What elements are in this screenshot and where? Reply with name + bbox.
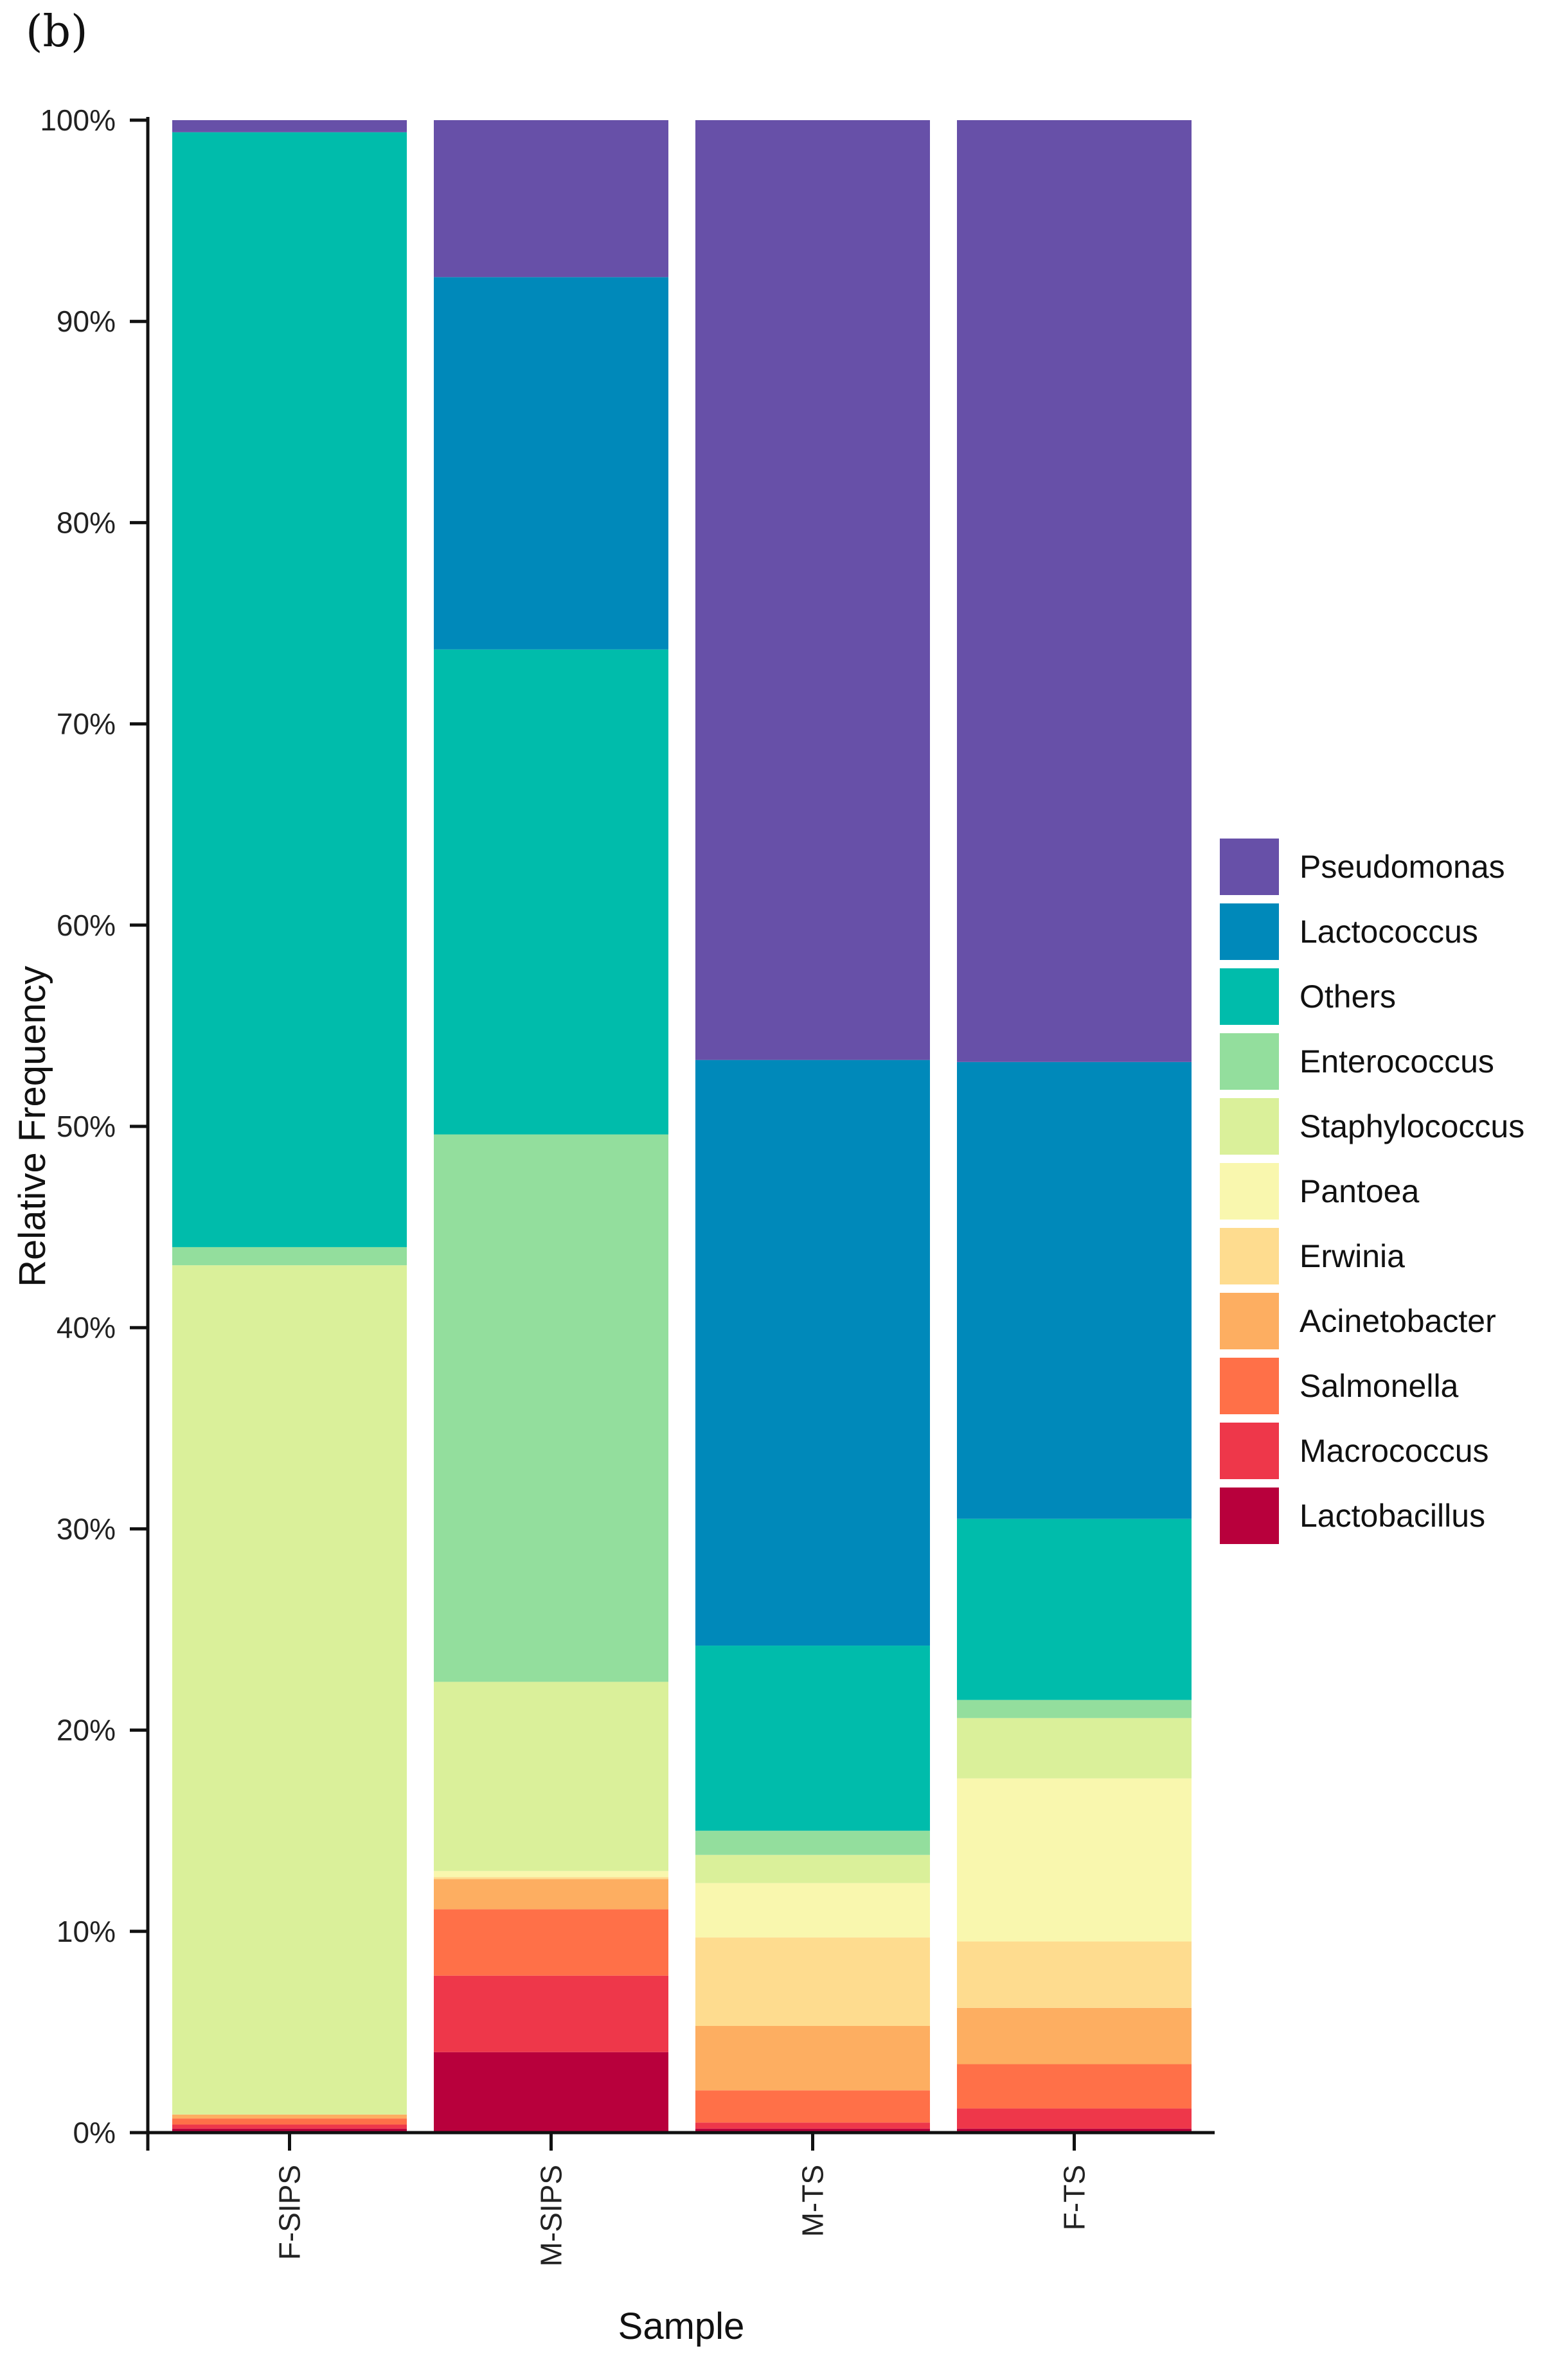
bar-segment-f-ts-enterococcus — [957, 1700, 1192, 1718]
bar-segment-m-sips-macrococcus — [434, 1975, 668, 2052]
bar-segment-f-ts-erwinia — [957, 1941, 1192, 2008]
legend-label-pantoea: Pantoea — [1299, 1173, 1419, 1209]
y-tick-label: 80% — [57, 506, 116, 539]
legend-swatch-others — [1220, 968, 1279, 1025]
legend-label-enterococcus: Enterococcus — [1299, 1043, 1494, 1079]
legend-swatch-pseudomonas — [1220, 839, 1279, 895]
bar-segment-m-ts-erwinia — [695, 1937, 930, 2027]
x-tick-label: M-TS — [796, 2165, 830, 2237]
legend-label-others: Others — [1299, 979, 1396, 1015]
bar-segment-f-sips-salmonella — [172, 2118, 407, 2125]
bar-segment-f-sips-macrococcus — [172, 2124, 407, 2129]
y-tick-label: 10% — [57, 1915, 116, 1948]
x-tick-label: M-SIPS — [535, 2165, 568, 2266]
bars-group — [172, 120, 1192, 2133]
bar-segment-m-ts-macrococcus — [695, 2122, 930, 2129]
bar-segment-m-sips-lactococcus — [434, 277, 668, 650]
y-tick-label: 90% — [57, 305, 116, 338]
bar-segment-m-sips-pantoea — [434, 1870, 668, 1878]
legend-swatch-salmonella — [1220, 1358, 1279, 1414]
bar-segment-m-sips-enterococcus — [434, 1134, 668, 1682]
y-tick-label: 0% — [73, 2116, 116, 2149]
legend-swatch-lactobacillus — [1220, 1487, 1279, 1544]
axes-group: 0% 10% 20% 30% 40% 50% 60% 70% 80% 90% 100% F-SIPS M… — [40, 103, 1215, 2266]
legend-swatch-pantoea — [1220, 1163, 1279, 1220]
legend: Pseudomonas Lactococcus Others Enterococcus… — [1220, 839, 1524, 1544]
legend-swatch-staphylococcus — [1220, 1098, 1279, 1155]
legend-label-erwinia: Erwinia — [1299, 1238, 1405, 1274]
y-tick-label: 20% — [57, 1714, 116, 1747]
legend-label-staphylococcus: Staphylococcus — [1299, 1108, 1524, 1144]
legend-label-lactococcus: Lactococcus — [1299, 914, 1478, 950]
y-tick-label: 60% — [57, 909, 116, 942]
bar-segment-m-ts-pantoea — [695, 1883, 930, 1938]
legend-label-macrococcus: Macrococcus — [1299, 1433, 1489, 1469]
bar-segment-f-sips-enterococcus — [172, 1247, 407, 1266]
bar-segment-f-sips-lactobacillus — [172, 2128, 407, 2133]
bar-segment-m-ts-others — [695, 1646, 930, 1831]
bar-segment-m-sips-acinetobacter — [434, 1879, 668, 1910]
bar-segment-f-ts-lactococcus — [957, 1061, 1192, 1519]
bar-segment-m-ts-salmonella — [695, 2090, 930, 2123]
bar-segment-f-ts-lactobacillus — [957, 2128, 1192, 2133]
bar-segment-m-sips-erwinia — [434, 1877, 668, 1879]
bar-segment-m-sips-lactobacillus — [434, 2052, 668, 2133]
bar-segment-f-sips-acinetobacter — [172, 2114, 407, 2119]
x-axis-title: Sample — [618, 2305, 745, 2347]
legend-label-acinetobacter: Acinetobacter — [1299, 1303, 1496, 1339]
legend-swatch-macrococcus — [1220, 1423, 1279, 1479]
legend-swatch-lactococcus — [1220, 903, 1279, 960]
bar-segment-m-ts-enterococcus — [695, 1831, 930, 1855]
bar-segment-m-sips-staphylococcus — [434, 1682, 668, 1871]
bar-segment-f-ts-pseudomonas — [957, 120, 1192, 1062]
bar-segment-f-ts-salmonella — [957, 2064, 1192, 2109]
x-tick-label: F-TS — [1058, 2165, 1091, 2230]
y-tick-label: 70% — [57, 707, 116, 741]
bar-segment-f-sips-others — [172, 132, 407, 1247]
y-tick-label: 100% — [40, 103, 116, 137]
legend-label-lactobacillus: Lactobacillus — [1299, 1498, 1485, 1534]
legend-swatch-erwinia — [1220, 1228, 1279, 1284]
y-tick-label: 40% — [57, 1311, 116, 1344]
bar-segment-m-ts-acinetobacter — [695, 2026, 930, 2091]
panel-label: (b) — [26, 6, 88, 57]
y-tick-label: 30% — [57, 1512, 116, 1545]
bar-segment-f-ts-pantoea — [957, 1778, 1192, 1942]
bar-segment-m-sips-others — [434, 649, 668, 1135]
bar-segment-f-sips-pseudomonas — [172, 120, 407, 132]
x-tick-label: F-SIPS — [273, 2165, 307, 2260]
bar-segment-f-ts-acinetobacter — [957, 2007, 1192, 2065]
legend-swatch-enterococcus — [1220, 1033, 1279, 1090]
bar-segment-m-ts-pseudomonas — [695, 120, 930, 1060]
bar-segment-f-ts-others — [957, 1518, 1192, 1700]
bar-segment-m-ts-staphylococcus — [695, 1854, 930, 1883]
legend-swatch-acinetobacter — [1220, 1293, 1279, 1349]
bar-segment-f-ts-macrococcus — [957, 2108, 1192, 2129]
y-axis-title: Relative Frequency — [12, 966, 53, 1287]
bar-segment-m-ts-lactobacillus — [695, 2128, 930, 2133]
y-tick-label: 50% — [57, 1110, 116, 1143]
bar-segment-m-ts-lactococcus — [695, 1060, 930, 1646]
bar-segment-f-sips-staphylococcus — [172, 1265, 407, 2115]
bar-segment-m-sips-pseudomonas — [434, 120, 668, 278]
legend-label-pseudomonas: Pseudomonas — [1299, 849, 1505, 885]
bar-segment-m-sips-salmonella — [434, 1909, 668, 1976]
legend-label-salmonella: Salmonella — [1299, 1368, 1459, 1404]
bar-segment-f-ts-staphylococcus — [957, 1718, 1192, 1779]
